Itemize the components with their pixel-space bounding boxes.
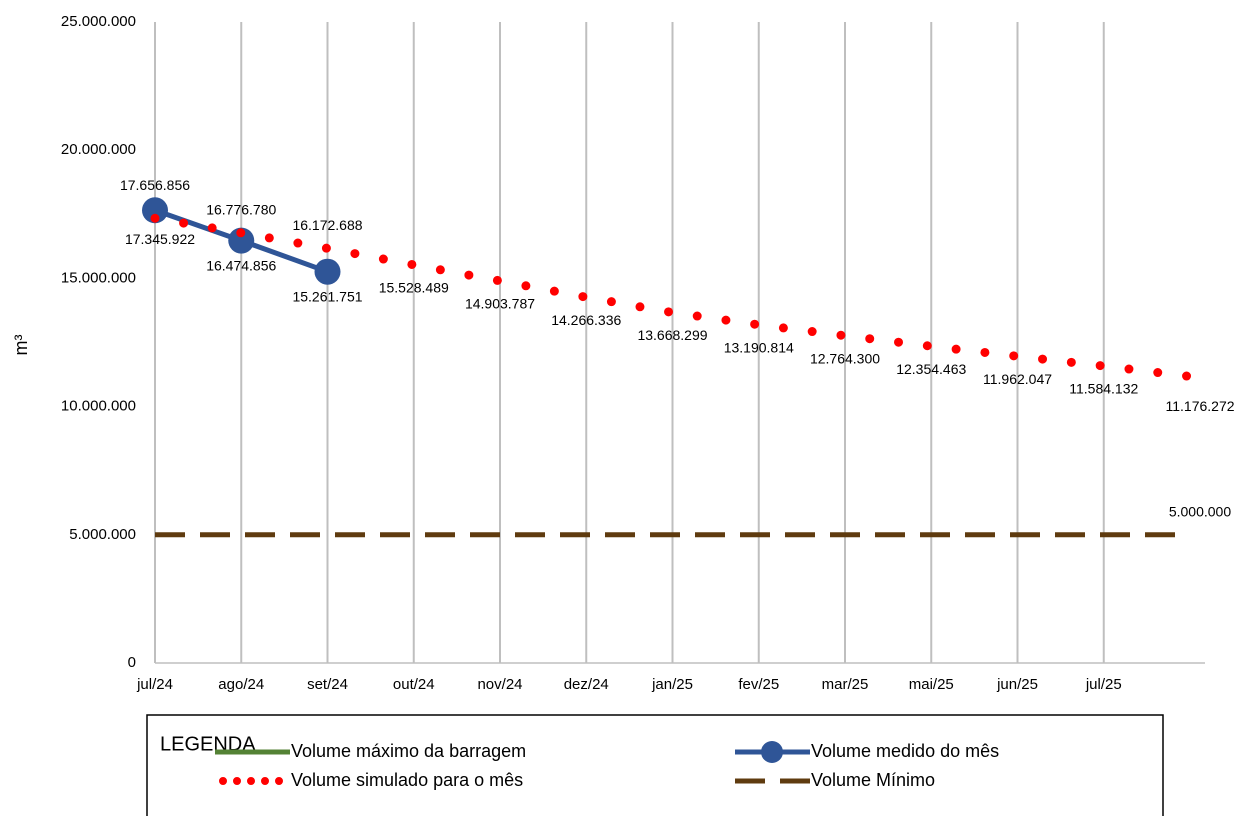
marker <box>142 197 168 224</box>
legend-label: Volume Mínimo <box>811 770 935 790</box>
marker <box>228 227 255 254</box>
data-label: 16.474.856 <box>206 257 276 273</box>
data-label: 16.172.688 <box>292 217 362 233</box>
x-tick-label: set/24 <box>307 676 348 693</box>
x-tick-label: dez/24 <box>564 676 609 693</box>
x-tick-label: jun/25 <box>996 676 1038 693</box>
x-tick-label: jan/25 <box>651 676 693 693</box>
data-label: 11.962.047 <box>983 371 1052 387</box>
x-tick-label: fev/25 <box>738 676 779 693</box>
legend-marker <box>761 741 783 763</box>
y-tick-label: 5.000.000 <box>69 526 136 543</box>
y-tick-label: 10.000.000 <box>61 398 136 415</box>
x-tick-label: out/24 <box>393 676 435 693</box>
data-label: 11.176.272 <box>1165 398 1234 414</box>
data-label: 14.266.336 <box>551 312 621 328</box>
legend-label: Volume medido do mês <box>811 741 999 761</box>
data-label: 13.668.299 <box>637 327 707 343</box>
data-label: 14.903.787 <box>465 296 535 312</box>
x-tick-label: nov/24 <box>477 676 522 693</box>
data-label: 12.764.300 <box>810 350 880 366</box>
legend-label: Volume máximo da barragem <box>291 741 526 761</box>
legend-label: Volume simulado para o mês <box>291 770 523 790</box>
x-tick-label: mar/25 <box>822 676 869 693</box>
data-label: 15.528.489 <box>379 280 449 296</box>
marker <box>314 258 341 285</box>
data-label: 13.190.814 <box>724 339 794 355</box>
x-tick-label: jul/24 <box>136 676 173 693</box>
data-label: 15.261.751 <box>292 288 362 304</box>
x-tick-label: ago/24 <box>218 676 264 693</box>
x-tick-label: mai/25 <box>909 676 954 693</box>
y-tick-label: 25.000.000 <box>61 13 136 30</box>
data-label: 17.345.922 <box>125 231 195 247</box>
y-tick-label: 20.000.000 <box>61 141 136 158</box>
y-tick-label: 0 <box>128 654 136 671</box>
data-label: 12.354.463 <box>896 361 966 377</box>
series-line <box>150 213 1195 381</box>
data-label: 16.776.780 <box>206 202 276 218</box>
data-label: 17.656.856 <box>120 177 190 193</box>
legend-box <box>146 714 1164 816</box>
y-axis-title: m³ <box>11 335 31 356</box>
data-label: 11.584.132 <box>1069 381 1138 397</box>
x-tick-label: jul/25 <box>1085 676 1122 693</box>
y-tick-label: 15.000.000 <box>61 269 136 286</box>
data-label: 5.000.000 <box>1169 504 1231 520</box>
